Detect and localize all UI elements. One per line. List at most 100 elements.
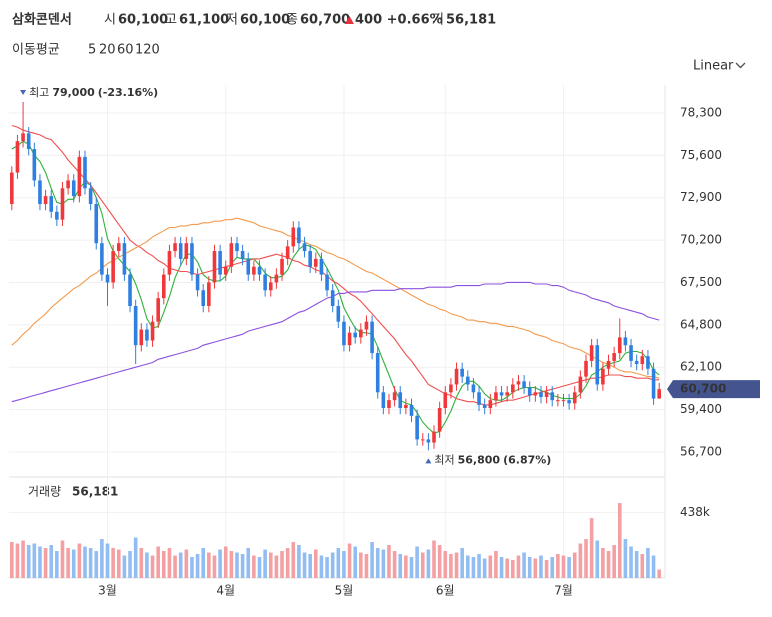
candle-body bbox=[482, 404, 487, 409]
volume-bar bbox=[567, 557, 571, 578]
candle-body bbox=[465, 376, 470, 385]
volume-bar bbox=[477, 554, 481, 578]
candle-body bbox=[499, 392, 504, 396]
volume-bar bbox=[533, 558, 538, 578]
volume-bar bbox=[212, 555, 217, 578]
volume-bar bbox=[544, 560, 549, 578]
scale-label[interactable]: Linear bbox=[693, 59, 734, 74]
candle-body bbox=[353, 332, 358, 338]
volume-bar bbox=[43, 548, 48, 578]
volume-bar bbox=[578, 543, 583, 578]
volume-bar bbox=[26, 545, 31, 578]
x-tick-label: 7월 bbox=[554, 584, 573, 598]
candle-body bbox=[527, 387, 532, 396]
volume-bar bbox=[381, 549, 386, 578]
candle-body bbox=[629, 345, 633, 361]
volume-bar bbox=[488, 555, 493, 578]
volume-bar bbox=[94, 551, 99, 578]
volume-bar bbox=[229, 551, 234, 578]
candle-body bbox=[105, 274, 110, 283]
volume-bar bbox=[190, 557, 194, 578]
marker-part: (6.87%) bbox=[503, 453, 551, 466]
volume-bar bbox=[398, 554, 403, 578]
candle-body bbox=[561, 400, 566, 402]
candle-body bbox=[516, 381, 521, 385]
marker-part: 79,000 bbox=[52, 86, 95, 99]
candle-body bbox=[584, 360, 588, 377]
candle-body bbox=[449, 384, 453, 393]
candle-body bbox=[595, 345, 600, 385]
y-tick-label: 64,800 bbox=[680, 317, 722, 331]
volume-bar bbox=[297, 545, 301, 578]
quote-label: 종 bbox=[286, 13, 298, 28]
volume-bar bbox=[280, 551, 284, 578]
volume-bar bbox=[443, 551, 448, 578]
candle-body bbox=[404, 404, 408, 409]
candle-body bbox=[88, 188, 93, 204]
volume-bar bbox=[173, 555, 177, 578]
candle-body bbox=[268, 282, 273, 291]
x-tick-label: 4월 bbox=[216, 584, 235, 598]
candle-body bbox=[285, 246, 290, 259]
candle-body bbox=[139, 329, 144, 346]
volume-bar bbox=[482, 558, 487, 578]
volume-tick-label: 438k bbox=[680, 505, 710, 519]
volume-bar bbox=[116, 549, 121, 578]
candle-body bbox=[319, 258, 324, 275]
quote-label: 고 bbox=[165, 13, 177, 28]
volume-bar bbox=[77, 543, 82, 578]
volume-bar bbox=[111, 548, 115, 578]
volume-bar bbox=[454, 552, 459, 578]
chevron[interactable] bbox=[735, 62, 746, 69]
volume-bar bbox=[617, 503, 622, 578]
candle-body bbox=[657, 389, 661, 399]
volume-bar bbox=[325, 557, 329, 578]
volume-bar bbox=[38, 546, 42, 578]
y-tick-label: 56,700 bbox=[680, 444, 722, 458]
candle-body bbox=[246, 258, 251, 275]
volume-bar bbox=[589, 518, 594, 578]
legend-entry: 120 bbox=[135, 43, 160, 58]
volume-bar bbox=[167, 548, 172, 578]
candle-body bbox=[646, 356, 650, 369]
candle-body bbox=[347, 332, 352, 346]
candle-body bbox=[71, 180, 76, 197]
volume-bar bbox=[291, 542, 296, 578]
candle-body bbox=[460, 368, 464, 377]
candle-body bbox=[387, 400, 391, 409]
volume-bar bbox=[218, 549, 222, 578]
volume-bar bbox=[499, 557, 504, 578]
candle-body bbox=[381, 392, 386, 409]
volume-bar bbox=[162, 551, 166, 578]
candle-body bbox=[415, 415, 419, 440]
quote-value: 60,100 bbox=[240, 13, 290, 28]
volume-bar bbox=[460, 548, 464, 578]
y-tick-label: 72,900 bbox=[680, 190, 722, 204]
candle-body bbox=[195, 274, 200, 291]
volume-bar bbox=[319, 555, 324, 578]
volume-bar bbox=[505, 558, 509, 578]
volume-bar bbox=[139, 548, 144, 578]
volume-bar bbox=[539, 555, 543, 578]
volume-bar bbox=[561, 555, 566, 578]
marker-triangle bbox=[20, 89, 27, 95]
volume-bar bbox=[32, 543, 37, 578]
candle-body bbox=[49, 196, 54, 212]
candle-body bbox=[111, 251, 115, 283]
candle-body bbox=[257, 266, 262, 275]
candle-body bbox=[505, 392, 509, 396]
scale-select[interactable]: Linear bbox=[693, 59, 746, 74]
candle-body bbox=[15, 141, 20, 173]
candle-body bbox=[32, 149, 37, 181]
candle-body bbox=[252, 266, 256, 275]
volume-bar bbox=[449, 554, 453, 578]
volume-bar bbox=[308, 554, 312, 578]
volume-bar bbox=[145, 552, 149, 578]
volume-bar bbox=[465, 555, 470, 578]
candle-body bbox=[167, 251, 172, 275]
quote-label: 저 bbox=[226, 13, 238, 28]
volume-bar bbox=[595, 540, 600, 578]
volume-bar bbox=[359, 552, 363, 578]
candle-body bbox=[640, 356, 645, 365]
volume-title: 거래량 bbox=[28, 485, 61, 499]
